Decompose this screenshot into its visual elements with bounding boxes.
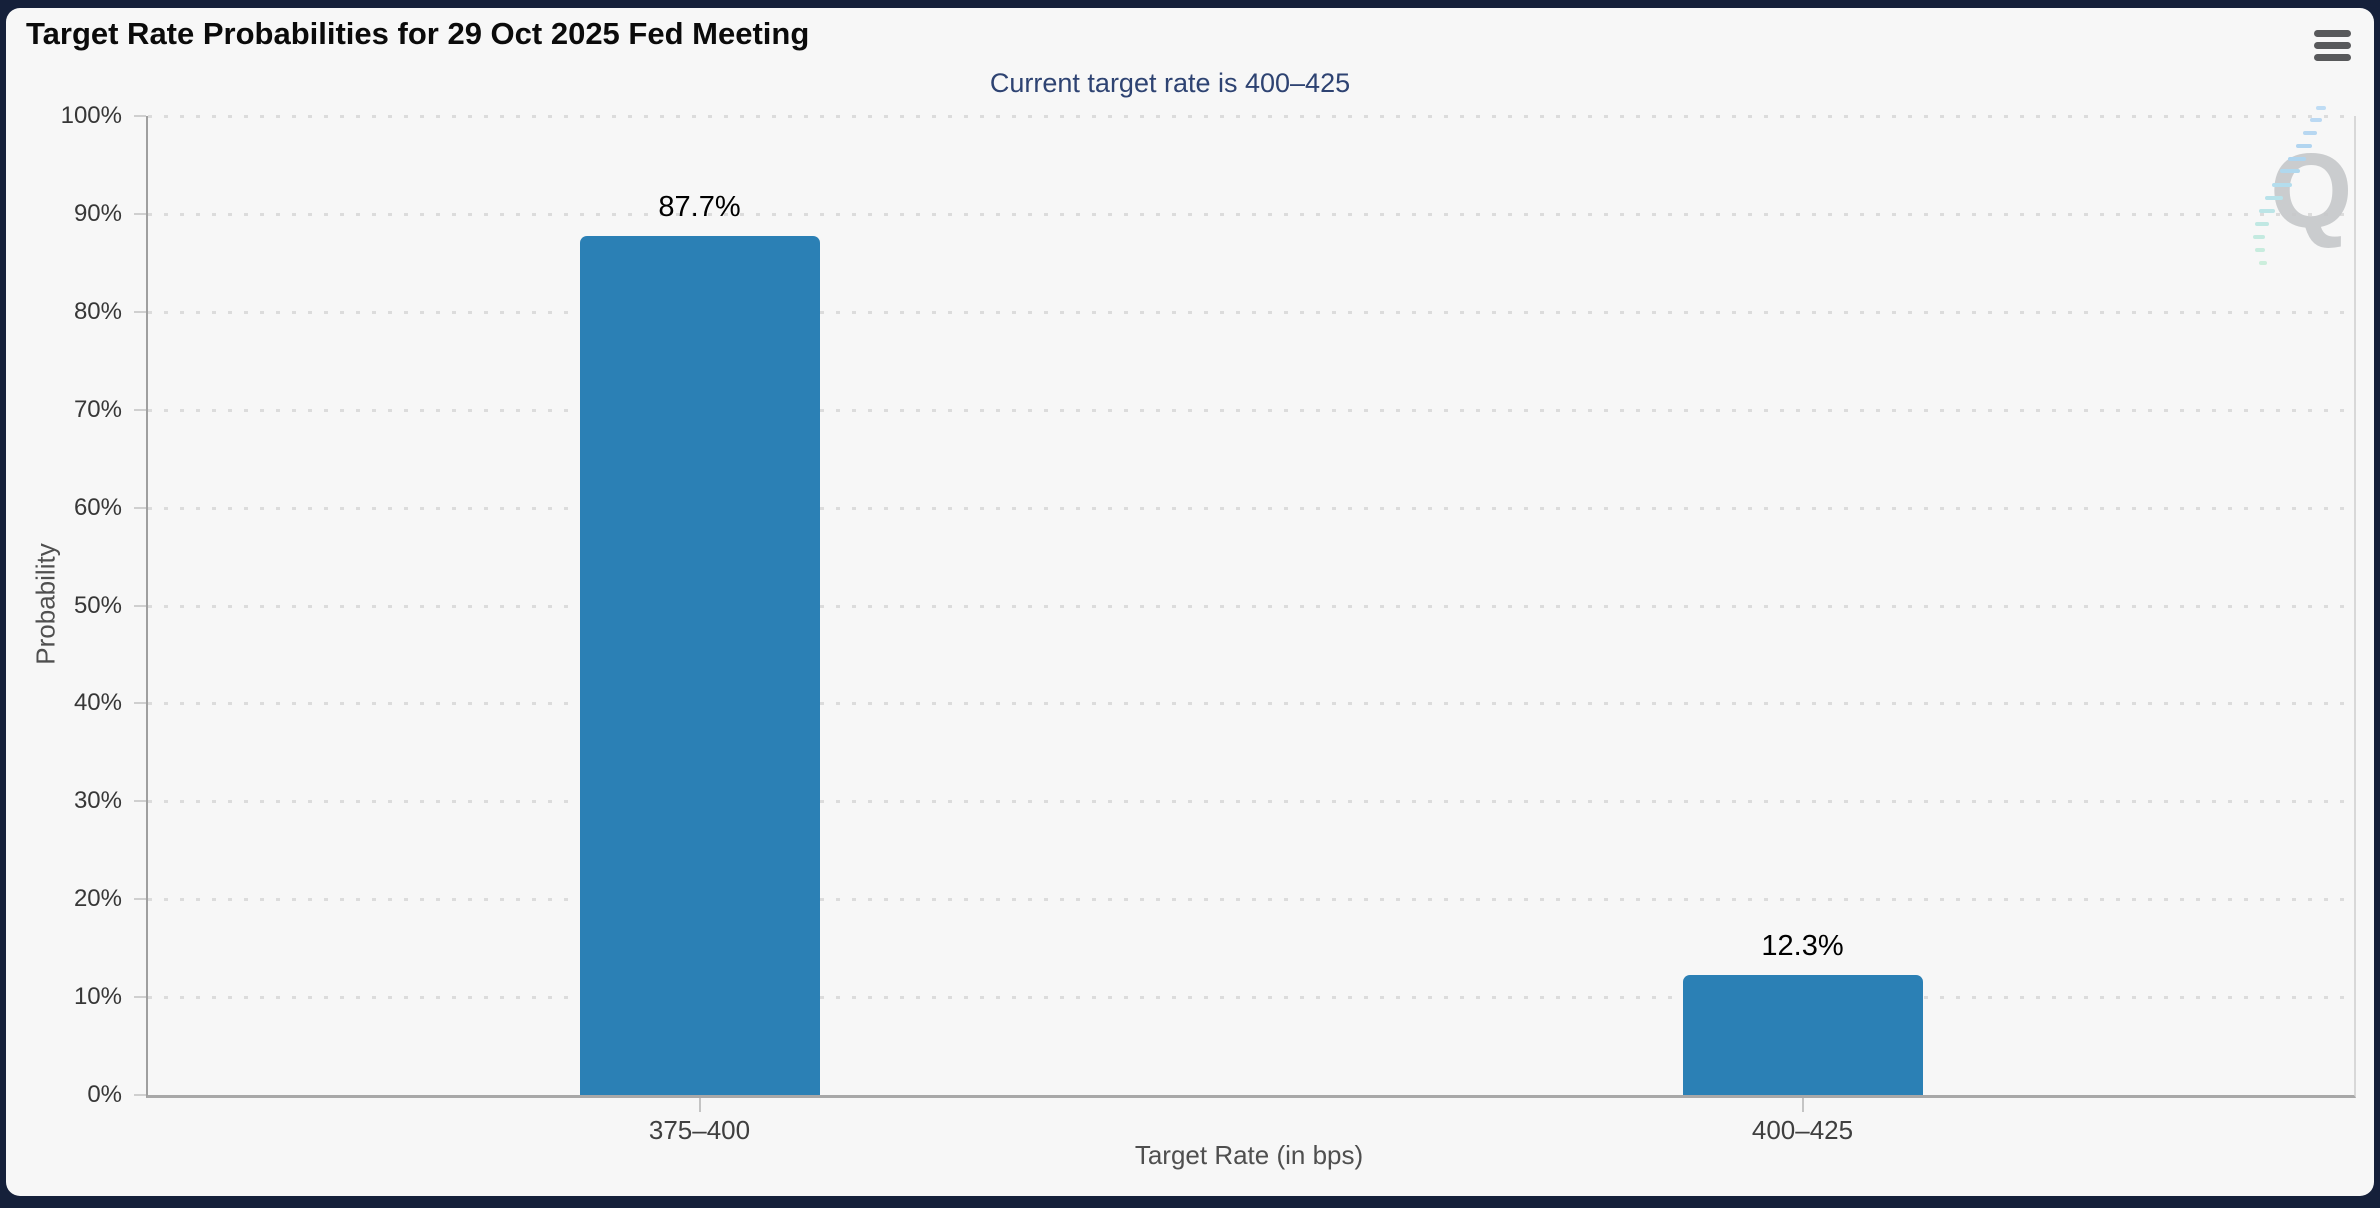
menu-bar	[2313, 30, 2351, 37]
plot-area: 87.7% 375–400 12.3% 400–425	[146, 115, 2356, 1145]
x-tick-label: 400–425	[1751, 1115, 1854, 1145]
x-tick-mark	[698, 1098, 701, 1112]
y-tick-label: 80%	[73, 297, 122, 325]
y-tick-label: 40%	[73, 689, 122, 717]
chart-title: Target Rate Probabilities for 29 Oct 202…	[26, 16, 810, 51]
gridline	[148, 898, 2354, 902]
y-tick-mark	[134, 310, 146, 313]
gridline	[148, 408, 2354, 412]
y-tick-label: 100%	[60, 102, 122, 129]
y-tick-label: 70%	[73, 395, 122, 423]
gridline	[148, 115, 2354, 118]
y-tick-mark	[134, 115, 146, 117]
gridline	[148, 604, 2354, 608]
y-tick-mark	[134, 996, 146, 999]
y-tick-label: 50%	[73, 591, 122, 619]
gridline	[148, 310, 2354, 314]
bar-375–400[interactable]	[579, 236, 820, 1095]
y-tick-mark	[134, 1094, 146, 1096]
y-tick-label: 60%	[73, 493, 122, 521]
hamburger-menu-icon[interactable]	[2310, 28, 2354, 68]
bar-value-label: 87.7%	[658, 191, 741, 224]
y-tick-mark	[134, 408, 146, 411]
y-tick-mark	[134, 898, 146, 901]
y-tick-mark	[134, 702, 146, 705]
bar-400–425[interactable]	[1682, 974, 1923, 1095]
y-tick-mark	[134, 604, 146, 607]
chart-subtitle: Current target rate is 400–425	[989, 68, 1351, 98]
y-tick-label: 10%	[73, 983, 122, 1011]
y-tick-mark	[134, 506, 146, 509]
gridline	[148, 996, 2354, 1000]
x-tick-mark	[1801, 1098, 1804, 1112]
y-tick-label: 20%	[73, 885, 122, 913]
y-tick-mark	[134, 800, 146, 803]
y-tick-label: 30%	[73, 787, 122, 815]
y-tick-mark	[134, 212, 146, 215]
y-tick-label: 90%	[73, 199, 122, 227]
x-tick-label: 375–400	[648, 1115, 751, 1145]
y-tick-label: 0%	[87, 1081, 122, 1108]
gridline	[148, 702, 2354, 706]
menu-bar	[2313, 54, 2351, 61]
x-axis-title: Target Rate (in bps)	[1134, 1140, 1364, 1170]
gridline	[148, 506, 2354, 510]
y-axis: 0% 10% 20% 30% 40% 50% 60% 70% 80% 90% 100%	[0, 0, 146, 1208]
gridline	[148, 212, 2354, 216]
menu-bar	[2313, 42, 2351, 49]
gridline	[148, 800, 2354, 804]
bar-value-label: 12.3%	[1761, 929, 1844, 962]
